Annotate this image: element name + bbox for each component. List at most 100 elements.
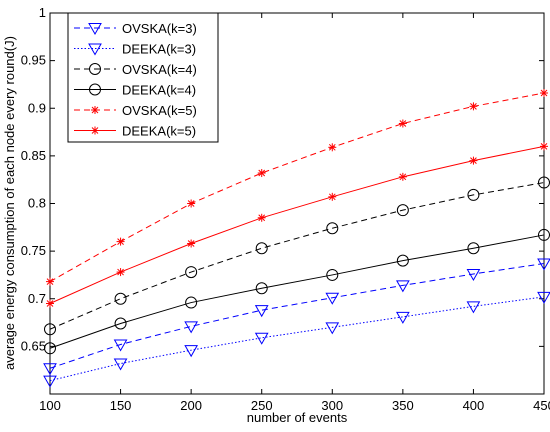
series-line xyxy=(49,182,545,330)
data-point-stroke xyxy=(328,193,336,201)
data-point-stroke xyxy=(470,157,477,164)
data-point xyxy=(113,358,128,371)
data-point xyxy=(537,291,550,304)
legend-marker xyxy=(89,83,101,96)
series-0 xyxy=(43,258,550,376)
data-point xyxy=(466,301,481,314)
legend-marker xyxy=(89,63,101,75)
legend: OVSKA(k=3) DEEKA(k=3) OVSKA(k=4) DEEKA(k=4)… xyxy=(67,12,219,143)
series-line xyxy=(49,145,545,304)
data-point xyxy=(257,213,266,222)
data-point-stroke xyxy=(46,278,54,285)
legend-marker xyxy=(91,126,99,135)
data-point xyxy=(43,363,57,376)
data-point xyxy=(116,237,125,246)
data-point xyxy=(325,322,340,335)
data-point xyxy=(187,199,196,208)
x-tick-label: 100 xyxy=(39,398,61,413)
data-point xyxy=(254,305,269,318)
data-point-stroke xyxy=(540,142,548,150)
series-line xyxy=(49,296,545,382)
legend-label: DEEKA(k=3) xyxy=(122,42,196,57)
series-line xyxy=(49,234,545,349)
data-point xyxy=(469,102,478,111)
legend-entry: DEEKA(k=3) xyxy=(74,42,196,57)
data-point xyxy=(44,342,56,355)
data-point xyxy=(398,119,407,128)
data-point xyxy=(255,242,268,255)
data-point-stroke xyxy=(328,143,336,151)
data-point xyxy=(467,242,480,255)
x-tick-label: 400 xyxy=(463,398,485,413)
series-line xyxy=(49,92,545,283)
data-point xyxy=(46,299,54,308)
series-3 xyxy=(44,228,550,355)
data-point-stroke xyxy=(399,173,407,181)
legend-marker xyxy=(88,23,102,36)
data-point xyxy=(43,375,57,388)
x-tick-label: 300 xyxy=(321,398,343,413)
data-point xyxy=(113,339,128,352)
legend-box xyxy=(67,12,219,143)
y-tick-label: 0.65 xyxy=(21,338,46,353)
x-tick-label: 250 xyxy=(251,398,273,413)
legend-entry: OVSKA(k=4) xyxy=(74,62,197,77)
data-point xyxy=(540,142,548,151)
legend-label: OVSKA(k=5) xyxy=(122,103,197,118)
data-point xyxy=(398,172,407,181)
legend-entry: OVSKA(k=5) xyxy=(74,103,197,118)
data-point xyxy=(396,254,409,267)
data-point xyxy=(395,311,410,324)
data-point xyxy=(467,188,480,201)
x-tick-label: 150 xyxy=(110,398,132,413)
data-point xyxy=(187,239,196,248)
y-tick-label: 0.85 xyxy=(21,148,46,163)
y-tick-label: 0.75 xyxy=(21,243,46,258)
y-tick-label: 1 xyxy=(39,5,46,20)
data-point-stroke xyxy=(399,120,407,127)
data-point-stroke xyxy=(540,89,548,97)
axis-ticks: 100 150 200 250 300 350 400 450 0.65 0.7 0.75 0.8 0.… xyxy=(21,5,550,413)
data-point xyxy=(540,89,548,98)
x-axis-label: number of events xyxy=(247,410,348,425)
data-point xyxy=(44,323,56,336)
data-point xyxy=(255,282,268,295)
data-point xyxy=(46,277,54,286)
data-point xyxy=(469,156,478,165)
data-point-stroke xyxy=(117,268,124,276)
data-point-stroke xyxy=(187,240,195,247)
legend-marker-stroke xyxy=(91,127,99,134)
y-axis-label: average energy consumption of each node … xyxy=(2,36,17,370)
data-point xyxy=(395,280,410,293)
data-point-stroke xyxy=(187,200,195,207)
series-4 xyxy=(46,89,548,286)
legend-label: DEEKA(k=5) xyxy=(122,124,196,139)
legend-marker xyxy=(91,106,99,114)
data-series xyxy=(43,89,550,388)
data-point xyxy=(185,266,198,279)
data-point xyxy=(184,345,199,358)
data-point-stroke xyxy=(117,238,124,245)
data-point-stroke xyxy=(258,169,266,177)
y-tick-label: 0.95 xyxy=(21,53,46,68)
legend-label: OVSKA(k=4) xyxy=(122,62,197,77)
data-point xyxy=(185,296,198,309)
y-tick-label: 0.8 xyxy=(28,196,46,211)
data-point xyxy=(257,169,266,178)
x-tick-label: 350 xyxy=(392,398,414,413)
legend-marker xyxy=(88,43,102,56)
series-1 xyxy=(43,291,550,388)
data-point xyxy=(537,258,550,271)
legend-entry: OVSKA(k=3) xyxy=(74,21,197,36)
data-point xyxy=(116,268,125,277)
legend-label: DEEKA(k=4) xyxy=(122,83,196,98)
data-point xyxy=(184,321,199,334)
series-5 xyxy=(46,142,548,308)
data-point xyxy=(328,143,337,152)
legend-entry: DEEKA(k=5) xyxy=(74,124,196,139)
data-point xyxy=(328,192,337,201)
data-point xyxy=(114,292,127,305)
x-tick-label: 200 xyxy=(180,398,202,413)
legend-label: OVSKA(k=3) xyxy=(122,21,197,36)
